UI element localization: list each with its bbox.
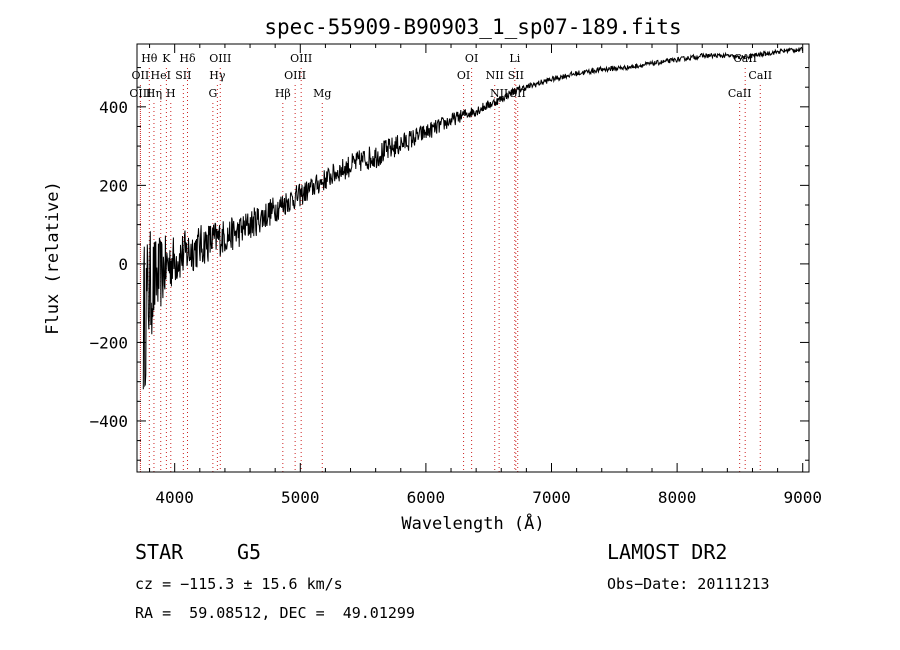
x-tick-label: 9000 xyxy=(783,488,822,507)
plot-frame xyxy=(136,43,810,473)
observation-date: Obs−Date: 20111213 xyxy=(607,575,770,593)
spectral-line-label: NII xyxy=(490,87,508,100)
spectral-line-label: CaII xyxy=(728,87,752,100)
object-class: STAR xyxy=(135,540,184,564)
spectral-line-label: HeI xyxy=(151,69,171,82)
spectral-line-label: Hβ xyxy=(275,87,291,100)
spectral-line-label: CaII xyxy=(748,69,772,82)
x-axis-label: Wavelength (Å) xyxy=(401,512,544,534)
spectral-line-label: Hγ xyxy=(209,69,226,82)
y-tick-label: 0 xyxy=(118,255,128,274)
y-tick-label: 200 xyxy=(99,176,128,195)
spectral-line-label: OII xyxy=(132,69,150,82)
y-tick-label: −200 xyxy=(89,333,128,352)
spectral-line-label: OIII xyxy=(290,52,312,65)
spectral-line-label: OIII xyxy=(129,87,151,100)
spectral-line-label: OI xyxy=(457,69,470,82)
x-tick-label: 8000 xyxy=(658,488,697,507)
x-axis-ticks: 4000 5000 6000 7000 8000 9000 xyxy=(149,44,822,507)
y-tick-label: −400 xyxy=(89,412,128,431)
chart-title: spec-55909-B90903_1_sp07-189.fits xyxy=(264,15,681,39)
object-subclass: G5 xyxy=(237,540,262,564)
spectral-line-label: OI xyxy=(465,52,478,65)
spectral-line-label: Li xyxy=(509,52,520,65)
spectral-line-label: OIII xyxy=(209,52,231,65)
spectral-line-label: G xyxy=(208,87,217,100)
spectral-line-label: Mg xyxy=(313,87,331,100)
y-tick-label: 400 xyxy=(99,98,128,117)
survey-name: LAMOST DR2 xyxy=(607,540,728,564)
spectral-line-label: Hθ xyxy=(141,52,158,65)
x-tick-label: 5000 xyxy=(281,488,320,507)
x-tick-label: 6000 xyxy=(407,488,446,507)
spectral-line-label: SII xyxy=(508,69,524,82)
spectral-line-label: NII xyxy=(486,69,504,82)
x-tick-label: 7000 xyxy=(532,488,571,507)
spectral-line-label: H xyxy=(166,87,176,100)
spectral-line-markers xyxy=(139,68,761,472)
y-axis-ticks: −400 −200 0 200 400 xyxy=(89,67,809,461)
x-tick-label: 4000 xyxy=(155,488,194,507)
redshift-readout: cz = −115.3 ± 15.6 km/s xyxy=(135,575,343,593)
spectral-line-label: SII xyxy=(175,69,191,82)
y-axis-label: Flux (relative) xyxy=(43,181,63,335)
spectrum-line xyxy=(142,46,803,390)
spectral-line-label: Hδ xyxy=(179,52,196,65)
coordinates-readout: RA = 59.08512, DEC = 49.01299 xyxy=(135,604,415,622)
spectral-line-label: OIII xyxy=(284,69,306,82)
spectral-line-label: K xyxy=(162,52,171,65)
spectral-line-label: Hη xyxy=(146,87,162,100)
